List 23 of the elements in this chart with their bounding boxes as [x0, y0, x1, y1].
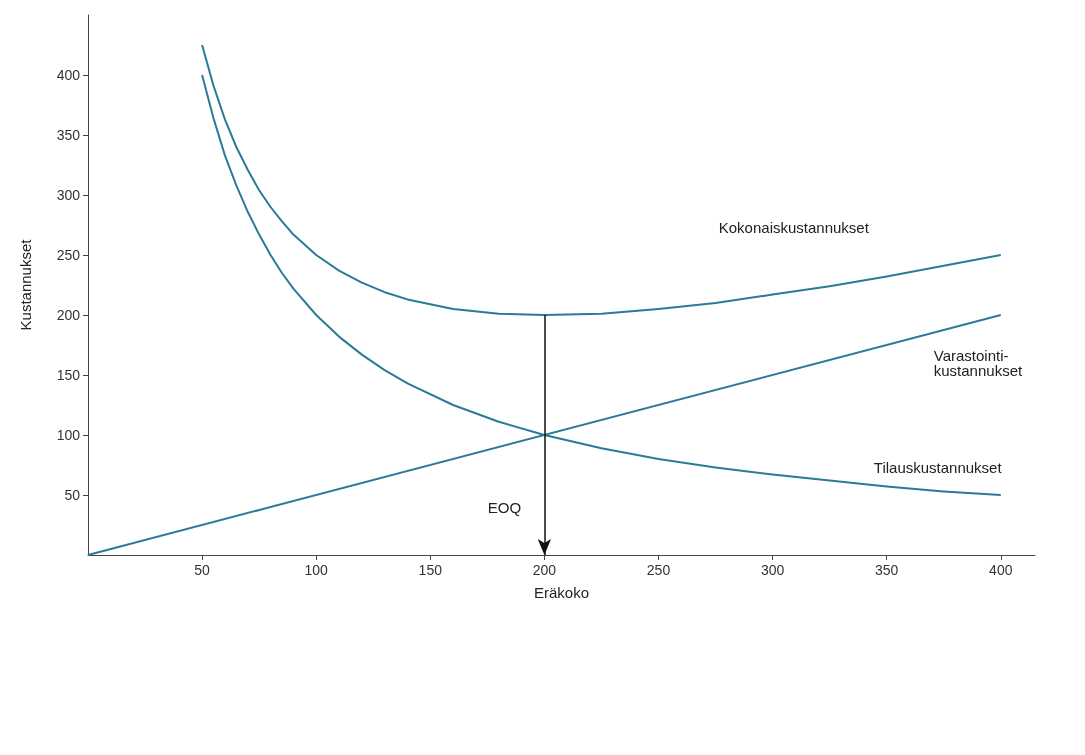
ref-line-label: EOQ — [487, 499, 522, 516]
y-tick-label: 350 — [56, 127, 81, 143]
x-tick-label: 350 — [874, 562, 899, 578]
y-tick-label: 100 — [56, 427, 81, 443]
y-tick-label: 250 — [56, 247, 81, 263]
line-series — [201, 44, 1002, 316]
y-axis-title: Kustannukset — [17, 238, 34, 331]
x-tick-label: 400 — [989, 562, 1013, 578]
x-tick-label: 50 — [194, 562, 211, 578]
series-label: Varastointi- kustannukset — [933, 347, 1023, 379]
x-tick-label: 100 — [304, 562, 329, 578]
x-tick-label: 150 — [418, 562, 443, 578]
x-tick-label: 300 — [760, 562, 785, 578]
y-tick-label: 300 — [56, 187, 81, 203]
series-label: Tilauskustannukset — [873, 458, 1003, 476]
text: Kokonaiskustannukset — [718, 218, 870, 236]
y-tick-label: 200 — [56, 307, 81, 323]
y-tick-label: 400 — [56, 67, 81, 83]
y-tick-label: 50 — [64, 487, 81, 503]
x-tick-label: 250 — [646, 562, 671, 578]
x-axis-title: Eräkoko — [533, 584, 590, 601]
y-tick-label: 150 — [56, 367, 81, 383]
x-tick-label: 200 — [532, 562, 557, 578]
